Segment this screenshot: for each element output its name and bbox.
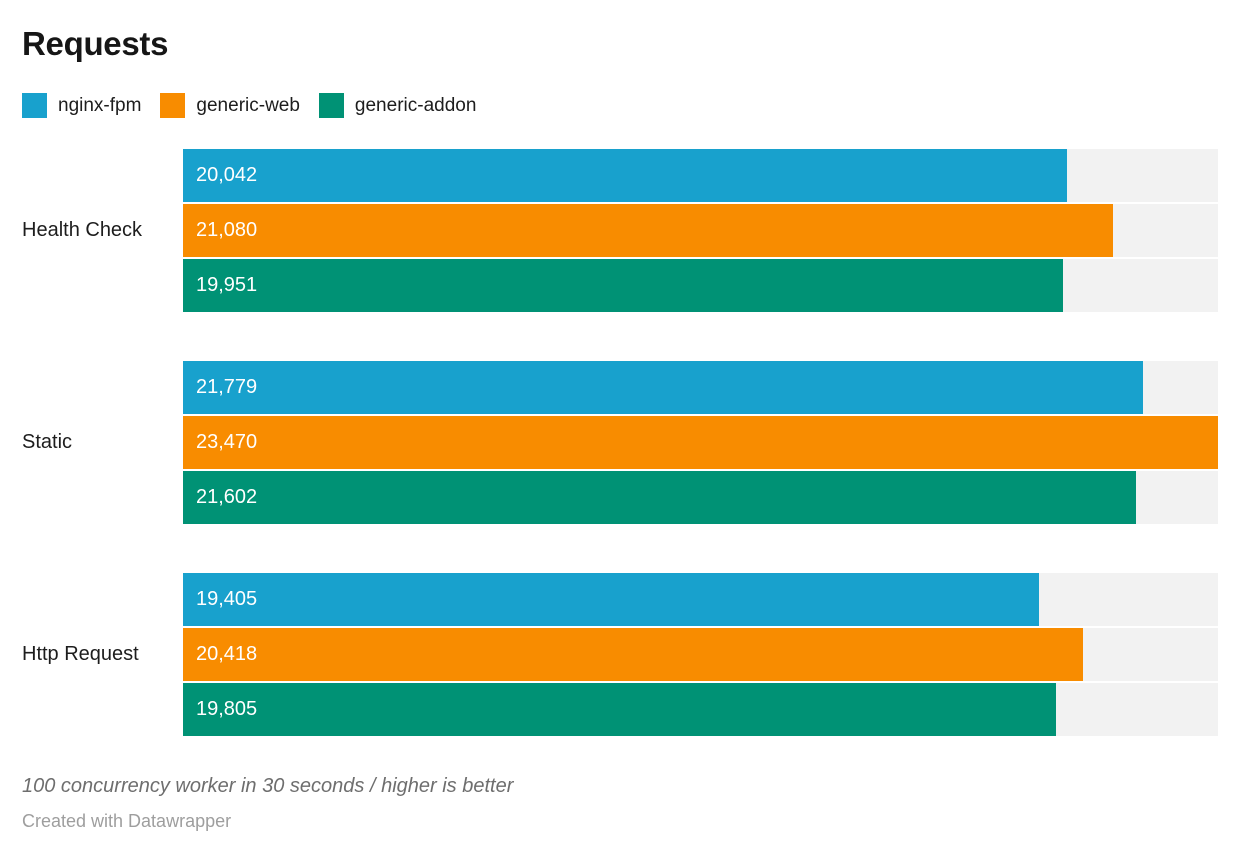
bar-value-label: 19,805 — [196, 698, 258, 721]
bar-generic-web: 20,418 — [183, 627, 1084, 681]
category-group: Health Check 20,042 21,080 19,951 — [22, 148, 1218, 312]
bar-value-label: 19,951 — [196, 274, 258, 297]
category-group: Static 21,779 23,470 21,602 — [22, 360, 1218, 524]
bar-generic-addon: 19,951 — [183, 258, 1063, 312]
bar-stack: 20,042 21,080 19,951 — [183, 148, 1218, 312]
bar-value-label: 21,779 — [196, 376, 258, 399]
legend-item-nginx-fpm: nginx-fpm — [22, 93, 142, 119]
bar-value-label: 20,042 — [196, 164, 258, 187]
chart-title: Requests — [22, 25, 169, 62]
bar-stack: 19,405 20,418 19,805 — [183, 572, 1218, 736]
bar-generic-addon: 21,602 — [183, 470, 1136, 524]
bar-track: 19,405 — [183, 572, 1218, 626]
legend-label: nginx-fpm — [58, 95, 142, 117]
bar-stack: 21,779 23,470 21,602 — [183, 360, 1218, 524]
bar-nginx-fpm: 21,779 — [183, 360, 1144, 414]
legend-swatch-icon — [318, 93, 344, 119]
bar-value-label: 19,405 — [196, 588, 258, 611]
bar-track: 21,779 — [183, 360, 1218, 414]
legend-label: generic-addon — [354, 95, 477, 117]
legend-label: generic-web — [196, 95, 300, 117]
bar-nginx-fpm: 20,042 — [183, 148, 1067, 202]
legend: nginx-fpm generic-web generic-addon — [22, 91, 1218, 121]
bar-generic-addon: 19,805 — [183, 682, 1057, 736]
bar-value-label: 21,080 — [196, 219, 258, 242]
legend-swatch-icon — [160, 93, 186, 119]
chart-footnote: 100 concurrency worker in 30 seconds / h… — [22, 774, 514, 797]
legend-item-generic-web: generic-web — [160, 93, 300, 119]
bar-track: 23,470 — [183, 415, 1218, 469]
bar-track: 20,042 — [183, 148, 1218, 202]
category-label: Http Request — [22, 642, 139, 665]
category-label: Health Check — [22, 218, 143, 241]
bar-chart: Health Check 20,042 21,080 19,951 Static 21,7… — [22, 148, 1218, 736]
bar-generic-web: 21,080 — [183, 203, 1113, 257]
bar-value-label: 20,418 — [196, 643, 258, 666]
bar-track: 21,080 — [183, 203, 1218, 257]
category-group: Http Request 19,405 20,418 19,805 — [22, 572, 1218, 736]
bar-track: 21,602 — [183, 470, 1218, 524]
category-label: Static — [22, 430, 73, 453]
bar-track: 20,418 — [183, 627, 1218, 681]
attribution-line: Created with Datawrapper — [22, 810, 232, 831]
bar-value-label: 23,470 — [196, 431, 258, 454]
bar-generic-web: 23,470 — [183, 415, 1218, 469]
bar-value-label: 21,602 — [196, 486, 258, 509]
legend-item-generic-addon: generic-addon — [318, 93, 477, 119]
bar-track: 19,805 — [183, 682, 1218, 736]
bar-nginx-fpm: 19,405 — [183, 572, 1039, 626]
legend-swatch-icon — [22, 93, 47, 119]
bar-track: 19,951 — [183, 258, 1218, 312]
